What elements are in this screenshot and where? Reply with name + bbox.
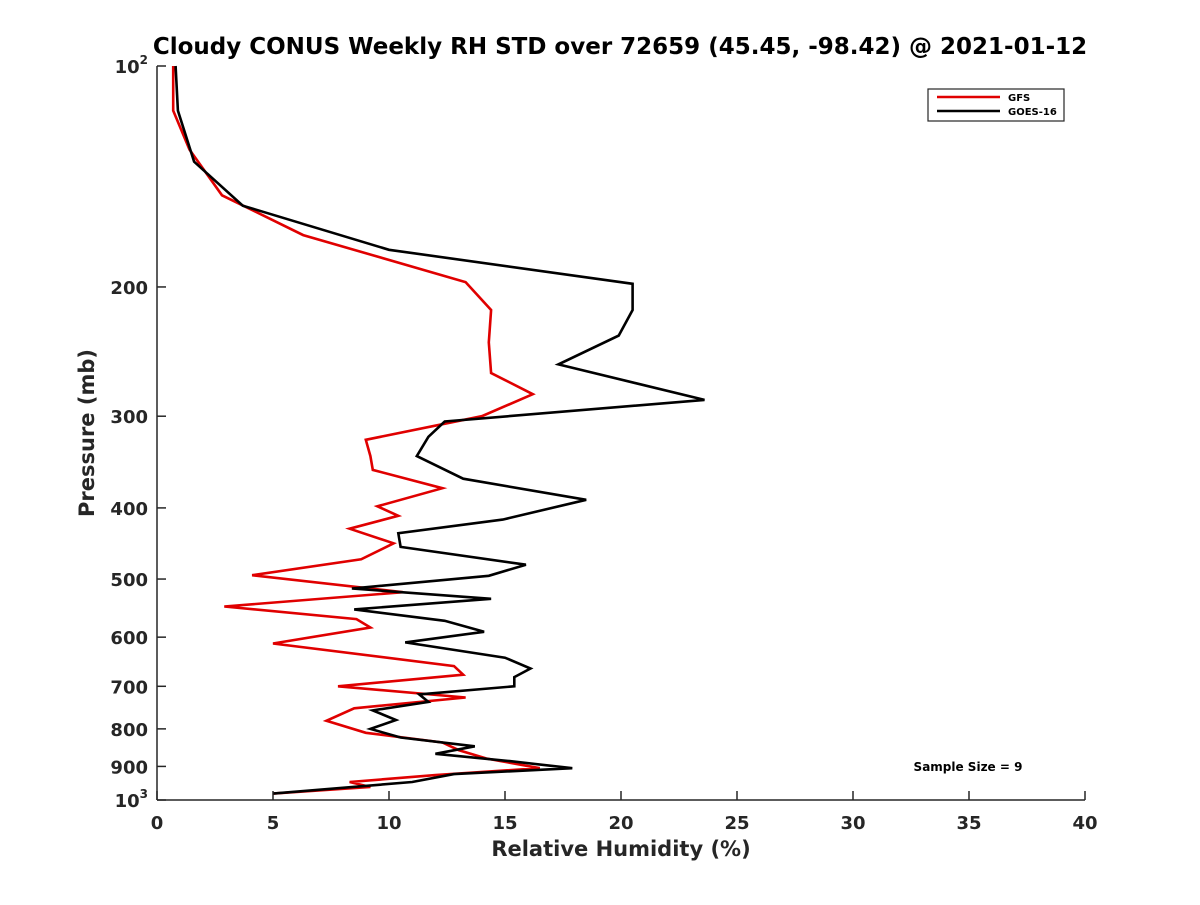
y-tick-label: 102 [115, 53, 148, 78]
y-tick-label: 200 [110, 278, 148, 299]
x-axis-label: Relative Humidity (%) [491, 837, 750, 861]
x-tick-label: 0 [151, 813, 164, 834]
y-tick-label: 400 [110, 499, 148, 520]
x-tick-label: 40 [1072, 813, 1097, 834]
y-tick-label: 500 [110, 570, 148, 591]
series-layer [171, 65, 705, 795]
sample-size-annotation: Sample Size = 9 [914, 760, 1023, 774]
y-ticks: 102 200 300 400 500 600 700 800 900 103 [110, 53, 166, 812]
x-tick-label: 25 [724, 813, 749, 834]
y-tick-label: 600 [110, 628, 148, 649]
y-tick-label: 700 [110, 677, 148, 698]
axes-background [157, 66, 1085, 800]
series-line-goes16 [174, 65, 705, 795]
x-ticks: 0 5 10 15 20 25 30 35 40 [151, 791, 1098, 834]
y-tick-label: 900 [110, 757, 148, 778]
y-tick-label: 103 [115, 787, 148, 812]
legend: GFS GOES-16 [927, 88, 1065, 122]
chart-title: Cloudy CONUS Weekly RH STD over 72659 (4… [153, 34, 1087, 60]
legend-box [927, 88, 1065, 122]
x-tick-label: 20 [608, 813, 633, 834]
series-line-gfs [171, 66, 541, 795]
x-tick-label: 10 [376, 813, 401, 834]
y-tick-label: 800 [110, 720, 148, 741]
x-tick-label: 15 [492, 813, 517, 834]
legend-label-goes16: GOES-16 [1008, 107, 1057, 118]
x-tick-label: 5 [267, 813, 280, 834]
x-tick-label: 30 [840, 813, 865, 834]
plot-area [157, 66, 1085, 800]
y-axis-label: Pressure (mb) [75, 349, 99, 517]
x-tick-label: 35 [956, 813, 981, 834]
y-tick-label: 300 [110, 407, 148, 428]
legend-label-gfs: GFS [1008, 93, 1030, 104]
